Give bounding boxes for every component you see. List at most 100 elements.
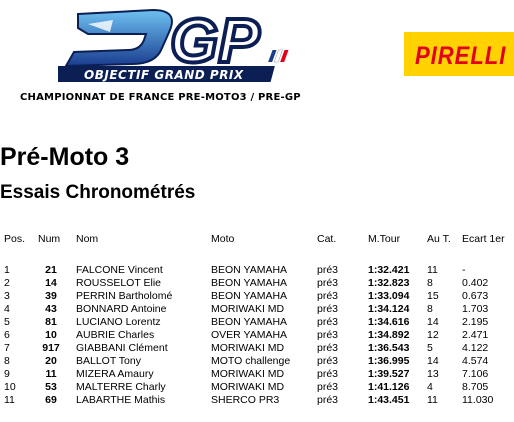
cell-ecart: 1.703 (462, 303, 489, 315)
cell-num: 917 (42, 342, 60, 354)
cell-num: 20 (45, 355, 57, 367)
cell-aut: 12 (427, 329, 439, 341)
cell-cat: pré3 (317, 303, 339, 315)
cell-nom: PERRIN Bartholomé (76, 290, 173, 302)
cell-moto: BEON YAMAHA (211, 290, 288, 302)
cell-ecart: 0.673 (462, 290, 489, 302)
cell-nom: LABARTHE Mathis (76, 394, 166, 406)
cell-pos: 3 (4, 290, 10, 302)
cell-aut: 5 (427, 342, 433, 354)
header-tour: M.Tour (368, 233, 401, 245)
table-header: Pos. Num Nom Moto Cat. M.Tour Au T. Ecar… (0, 233, 514, 246)
cell-pos: 7 (4, 342, 10, 354)
header-num: Num (38, 233, 61, 245)
table-row: 4 43 BONNARD Antoine MORIWAKI MD pré3 1:… (0, 303, 514, 316)
table-row: 5 81 LUCIANO Lorentz BEON YAMAHA pré3 1:… (0, 316, 514, 329)
cell-nom: BONNARD Antoine (76, 303, 167, 315)
cell-ecart: 7.106 (462, 368, 489, 380)
cell-nom: LUCIANO Lorentz (76, 316, 161, 328)
cell-aut: 14 (427, 355, 439, 367)
cell-pos: 8 (4, 355, 10, 367)
cell-pos: 2 (4, 277, 10, 289)
header-nom: Nom (76, 233, 99, 245)
cell-moto: OVER YAMAHA (211, 329, 288, 341)
cell-num: 69 (45, 394, 57, 406)
cell-moto: SHERCO PR3 (211, 394, 280, 406)
cell-aut: 11 (427, 264, 438, 276)
cell-num: 14 (45, 277, 57, 289)
cell-ecart: 11.030 (462, 394, 494, 406)
cell-num: 10 (45, 329, 57, 341)
cell-nom: MIZERA Amaury (76, 368, 154, 380)
header-pos: Pos. (4, 233, 26, 245)
cell-tour: 1:34.892 (368, 329, 410, 341)
header-aut: Au T. (427, 233, 451, 245)
cell-ecart: 4.574 (462, 355, 489, 367)
cell-ecart: 2.471 (462, 329, 489, 341)
cell-nom: GIABBANI Clément (76, 342, 168, 354)
cell-num: 81 (45, 316, 57, 328)
cell-pos: 11 (4, 394, 15, 406)
cell-num: 39 (45, 290, 57, 302)
cell-pos: 10 (4, 381, 16, 393)
header-ecart: Ecart 1er (462, 233, 505, 245)
cell-aut: 13 (427, 368, 439, 380)
cell-tour: 1:36.543 (368, 342, 410, 354)
sponsor-name: PIRELLI (415, 41, 507, 70)
cell-nom: MALTERRE Charly (76, 381, 166, 393)
cell-tour: 1:43.451 (368, 394, 410, 406)
cell-tour: 1:34.616 (368, 316, 410, 328)
cell-moto: BEON YAMAHA (211, 277, 288, 289)
table-row: 6 10 AUBRIE Charles OVER YAMAHA pré3 1:3… (0, 329, 514, 342)
logo-tagline: OBJECTIF GRAND PRIX (84, 68, 244, 82)
cell-cat: pré3 (317, 290, 339, 302)
header-cat: Cat. (317, 233, 337, 245)
cell-ecart: 2.195 (462, 316, 489, 328)
cell-pos: 4 (4, 303, 10, 315)
cell-moto: MORIWAKI MD (211, 303, 285, 315)
cell-cat: pré3 (317, 277, 339, 289)
cell-pos: 9 (4, 368, 10, 380)
cell-cat: pré3 (317, 355, 339, 367)
header-moto: Moto (211, 233, 235, 245)
cell-nom: FALCONE Vincent (76, 264, 163, 276)
objectif-grand-prix-logo: GP OBJECTIF GRAND PRIX (58, 2, 333, 88)
cell-cat: pré3 (317, 264, 339, 276)
cell-nom: AUBRIE Charles (76, 329, 155, 341)
cell-aut: 8 (427, 303, 433, 315)
cell-tour: 1:32.823 (368, 277, 410, 289)
cell-moto: MORIWAKI MD (211, 342, 285, 354)
cell-ecart: 8.705 (462, 381, 489, 393)
cell-ecart: 4.122 (462, 342, 489, 354)
cell-tour: 1:36.995 (368, 355, 410, 367)
cell-cat: pré3 (317, 342, 339, 354)
cell-moto: MORIWAKI MD (211, 368, 285, 380)
page-title: Pré-Moto 3 (0, 143, 130, 171)
cell-nom: BALLOT Tony (76, 355, 141, 367)
cell-tour: 1:34.124 (368, 303, 410, 315)
cell-cat: pré3 (317, 329, 339, 341)
cell-aut: 11 (427, 394, 438, 406)
cell-num: 11 (45, 368, 57, 380)
table-row: 10 53 MALTERRE Charly MORIWAKI MD pré3 1… (0, 381, 514, 394)
cell-aut: 15 (427, 290, 439, 302)
cell-aut: 4 (427, 381, 433, 393)
cell-cat: pré3 (317, 381, 339, 393)
pirelli-sponsor-logo: PIRELLI (404, 32, 514, 76)
table-row: 11 69 LABARTHE Mathis SHERCO PR3 pré3 1:… (0, 394, 514, 407)
cell-moto: MOTO challenge (211, 355, 291, 367)
table-row: 3 39 PERRIN Bartholomé BEON YAMAHA pré3 … (0, 290, 514, 303)
cell-pos: 5 (4, 316, 10, 328)
cell-moto: MORIWAKI MD (211, 381, 285, 393)
table-row: 8 20 BALLOT Tony MOTO challenge pré3 1:3… (0, 355, 514, 368)
cell-aut: 8 (427, 277, 433, 289)
cell-pos: 1 (4, 264, 10, 276)
championship-title: CHAMPIONNAT DE FRANCE PRE-MOTO3 / PRE-GP (20, 92, 301, 103)
cell-ecart: 0.402 (462, 277, 489, 289)
cell-num: 21 (45, 264, 57, 276)
cell-num: 43 (45, 303, 57, 315)
cell-moto: BEON YAMAHA (211, 316, 288, 328)
cell-tour: 1:33.094 (368, 290, 410, 302)
cell-tour: 1:41.126 (368, 381, 410, 393)
page-subtitle: Essais Chronométrés (0, 182, 196, 203)
